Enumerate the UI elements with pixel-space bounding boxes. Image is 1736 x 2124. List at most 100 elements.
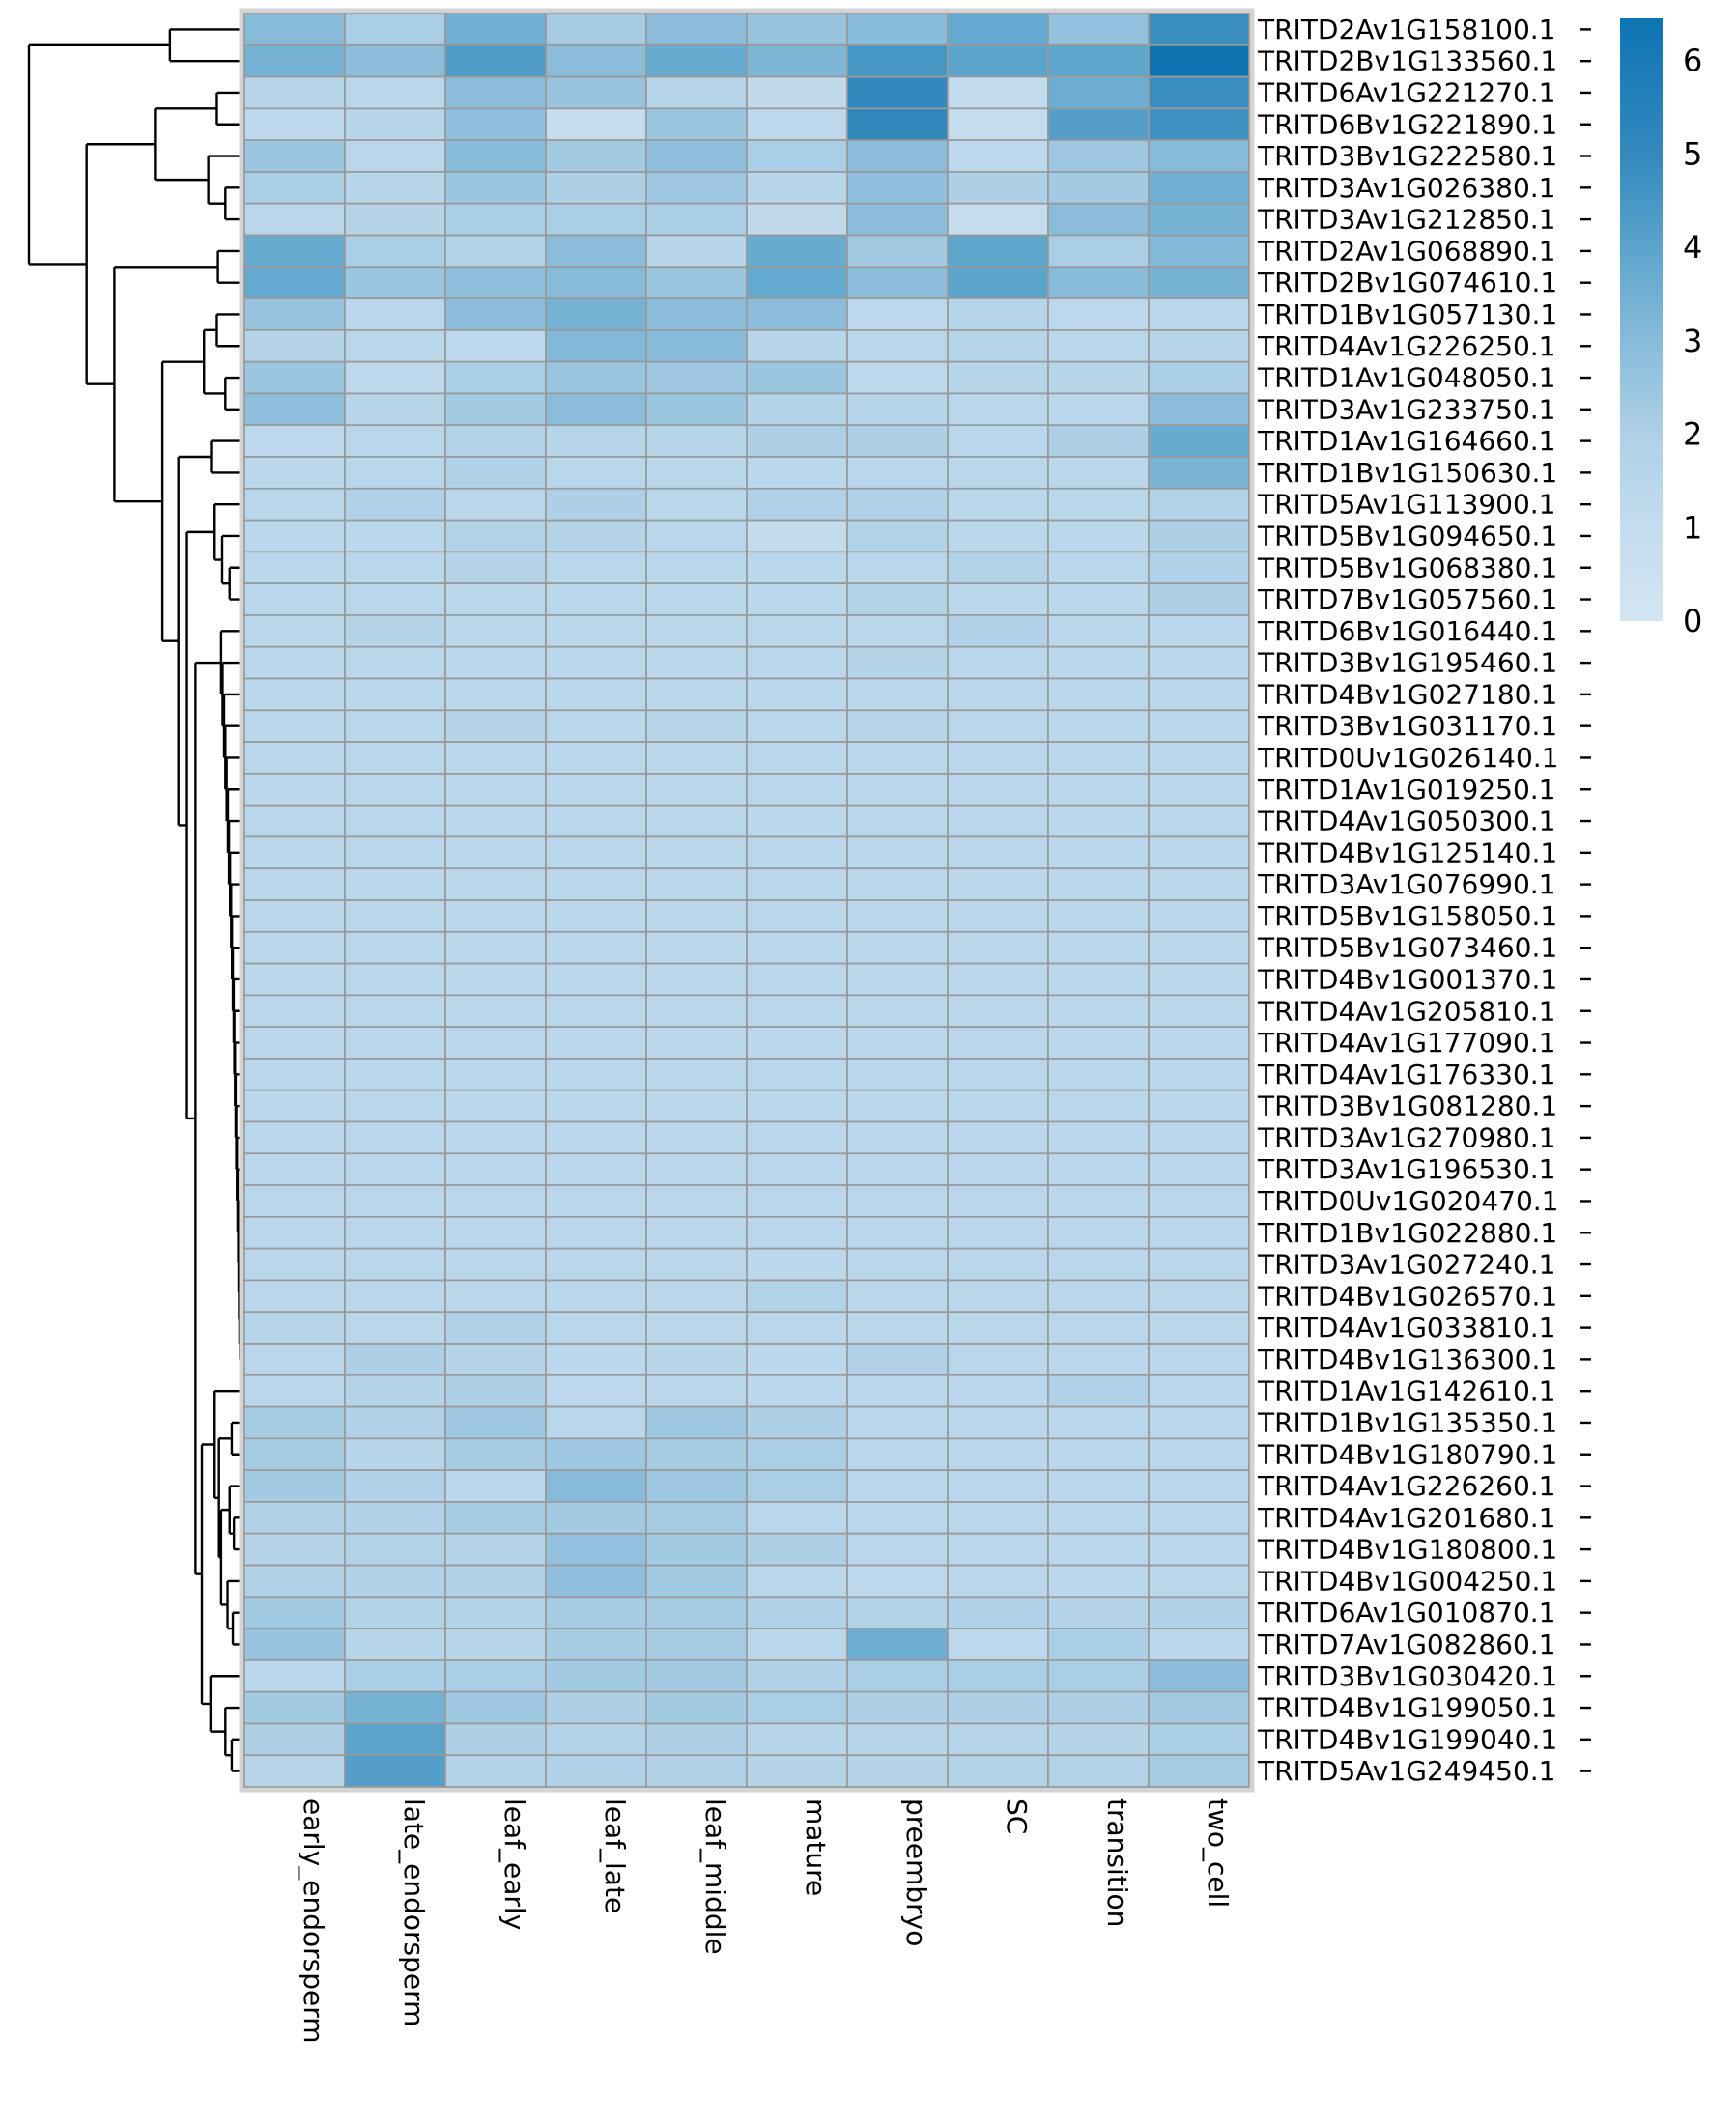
- heatmap-cell: [545, 1216, 647, 1250]
- heatmap-cell: [1148, 867, 1250, 901]
- heatmap-cell: [444, 1026, 547, 1060]
- heatmap-cell: [344, 1722, 446, 1757]
- heatmap-cell: [1148, 804, 1250, 838]
- row-label: TRITD0Uv1G026140.1: [1257, 742, 1558, 774]
- heatmap-cell: [243, 202, 346, 237]
- heatmap-cell: [1047, 804, 1150, 838]
- heatmap-cell: [846, 297, 949, 331]
- heatmap-cell: [947, 171, 1049, 205]
- heatmap-cell: [243, 1690, 346, 1725]
- row-label: TRITD3Bv1G081280.1: [1257, 1090, 1557, 1122]
- heatmap-cell: [846, 519, 949, 553]
- heatmap-cell: [545, 13, 647, 46]
- heatmap-cell: [1148, 1279, 1250, 1314]
- heatmap-cell: [846, 1279, 949, 1314]
- heatmap-cell: [444, 107, 547, 141]
- heatmap-cell: [746, 1120, 848, 1155]
- heatmap-cell: [243, 1501, 346, 1535]
- heatmap-cell: [645, 741, 748, 775]
- heatmap-cell: [243, 1026, 346, 1060]
- column-label: leaf_late: [599, 1798, 631, 1913]
- heatmap-cell: [846, 614, 949, 648]
- heatmap-cell: [947, 1152, 1049, 1186]
- heatmap-cell: [645, 551, 748, 584]
- heatmap-cell: [846, 899, 949, 933]
- heatmap-cell: [444, 297, 547, 331]
- heatmap-cell: [846, 1754, 949, 1788]
- heatmap-cell: [545, 994, 647, 1028]
- heatmap-cell: [545, 171, 647, 205]
- heatmap-cell: [344, 614, 446, 648]
- heatmap-cell: [846, 1120, 949, 1155]
- row-label: TRITD4Av1G226260.1: [1257, 1470, 1556, 1502]
- heatmap-cell: [545, 899, 647, 933]
- heatmap-cell: [645, 75, 748, 110]
- heatmap-cell: [444, 1247, 547, 1282]
- heatmap-cell: [645, 107, 748, 141]
- heatmap-cell: [1047, 962, 1150, 997]
- row-label: TRITD1Av1G048050.1: [1257, 362, 1556, 394]
- heatmap-cell: [344, 139, 446, 173]
- heatmap-cell: [746, 329, 848, 363]
- heatmap-cell: [545, 234, 647, 269]
- heatmap-cell: [746, 43, 848, 78]
- row-label: TRITD3Bv1G222580.1: [1257, 140, 1557, 172]
- heatmap-cell: [344, 899, 446, 933]
- row-labels: TRITD2Av1G158100.1TRITD2Bv1G133560.1TRIT…: [1257, 14, 1558, 1787]
- colorbar: 6 5 4 3 2 1 0: [1620, 18, 1702, 639]
- row-label: TRITD4Av1G050300.1: [1257, 806, 1556, 837]
- heatmap-cell: [1047, 234, 1150, 269]
- heatmap-cell: [947, 677, 1049, 712]
- heatmap-cell: [1047, 266, 1150, 299]
- heatmap-cell: [243, 1120, 346, 1155]
- heatmap-cell: [243, 1596, 346, 1629]
- colorbar-tick-label: 4: [1683, 229, 1702, 266]
- heatmap-cell: [545, 1089, 647, 1123]
- heatmap-cell: [846, 1026, 949, 1060]
- heatmap-cell: [947, 1343, 1049, 1376]
- heatmap-cell: [746, 202, 848, 237]
- heatmap-cell: [746, 1405, 848, 1440]
- heatmap-cell: [1047, 519, 1150, 553]
- heatmap-cell: [1047, 741, 1150, 775]
- heatmap-cell: [947, 1596, 1049, 1629]
- heatmap-cell: [846, 1628, 949, 1661]
- heatmap-cell: [344, 392, 446, 427]
- heatmap-cell: [645, 1120, 748, 1155]
- heatmap-cell: [243, 677, 346, 712]
- column-label: leaf_middle: [699, 1798, 731, 1955]
- heatmap-cell: [444, 1469, 547, 1503]
- heatmap-cell: [243, 43, 346, 78]
- row-label: TRITD4Av1G226250.1: [1257, 330, 1556, 362]
- heatmap-cell: [746, 1311, 848, 1345]
- heatmap-cell: [846, 424, 949, 458]
- heatmap-cell: [846, 487, 949, 522]
- heatmap-cell: [1148, 360, 1250, 395]
- heatmap-cell: [1148, 1120, 1250, 1155]
- heatmap-cell: [846, 867, 949, 901]
- heatmap-cell: [846, 360, 949, 395]
- heatmap-cell: [1148, 1247, 1250, 1282]
- heatmap-cell: [746, 1374, 848, 1408]
- heatmap-cell: [1148, 773, 1250, 807]
- heatmap-cell: [243, 899, 346, 933]
- row-label: TRITD6Av1G221270.1: [1257, 76, 1556, 108]
- row-label: TRITD6Av1G010870.1: [1257, 1597, 1556, 1628]
- heatmap-cell: [746, 1152, 848, 1186]
- heatmap-cell: [545, 139, 647, 173]
- heatmap-cell: [746, 1564, 848, 1599]
- heatmap-cell: [344, 75, 446, 110]
- heatmap-cell: [645, 1058, 748, 1091]
- heatmap-cell: [645, 424, 748, 458]
- heatmap-cell: [243, 1089, 346, 1123]
- row-tick-marks: [1580, 28, 1591, 1772]
- heatmap-cell: [545, 1501, 647, 1535]
- heatmap-cell: [645, 677, 748, 712]
- heatmap-cell: [1047, 677, 1150, 712]
- heatmap-cell: [444, 867, 547, 901]
- heatmap-cell: [545, 1279, 647, 1314]
- heatmap-cell: [846, 1690, 949, 1725]
- heatmap-cell: [947, 1628, 1049, 1661]
- heatmap-cell: [846, 1659, 949, 1693]
- heatmap-cell: [1047, 202, 1150, 237]
